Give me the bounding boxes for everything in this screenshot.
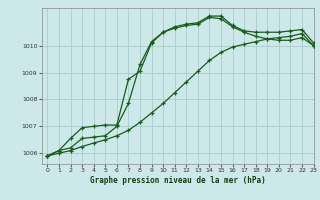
X-axis label: Graphe pression niveau de la mer (hPa): Graphe pression niveau de la mer (hPa) <box>90 176 266 185</box>
